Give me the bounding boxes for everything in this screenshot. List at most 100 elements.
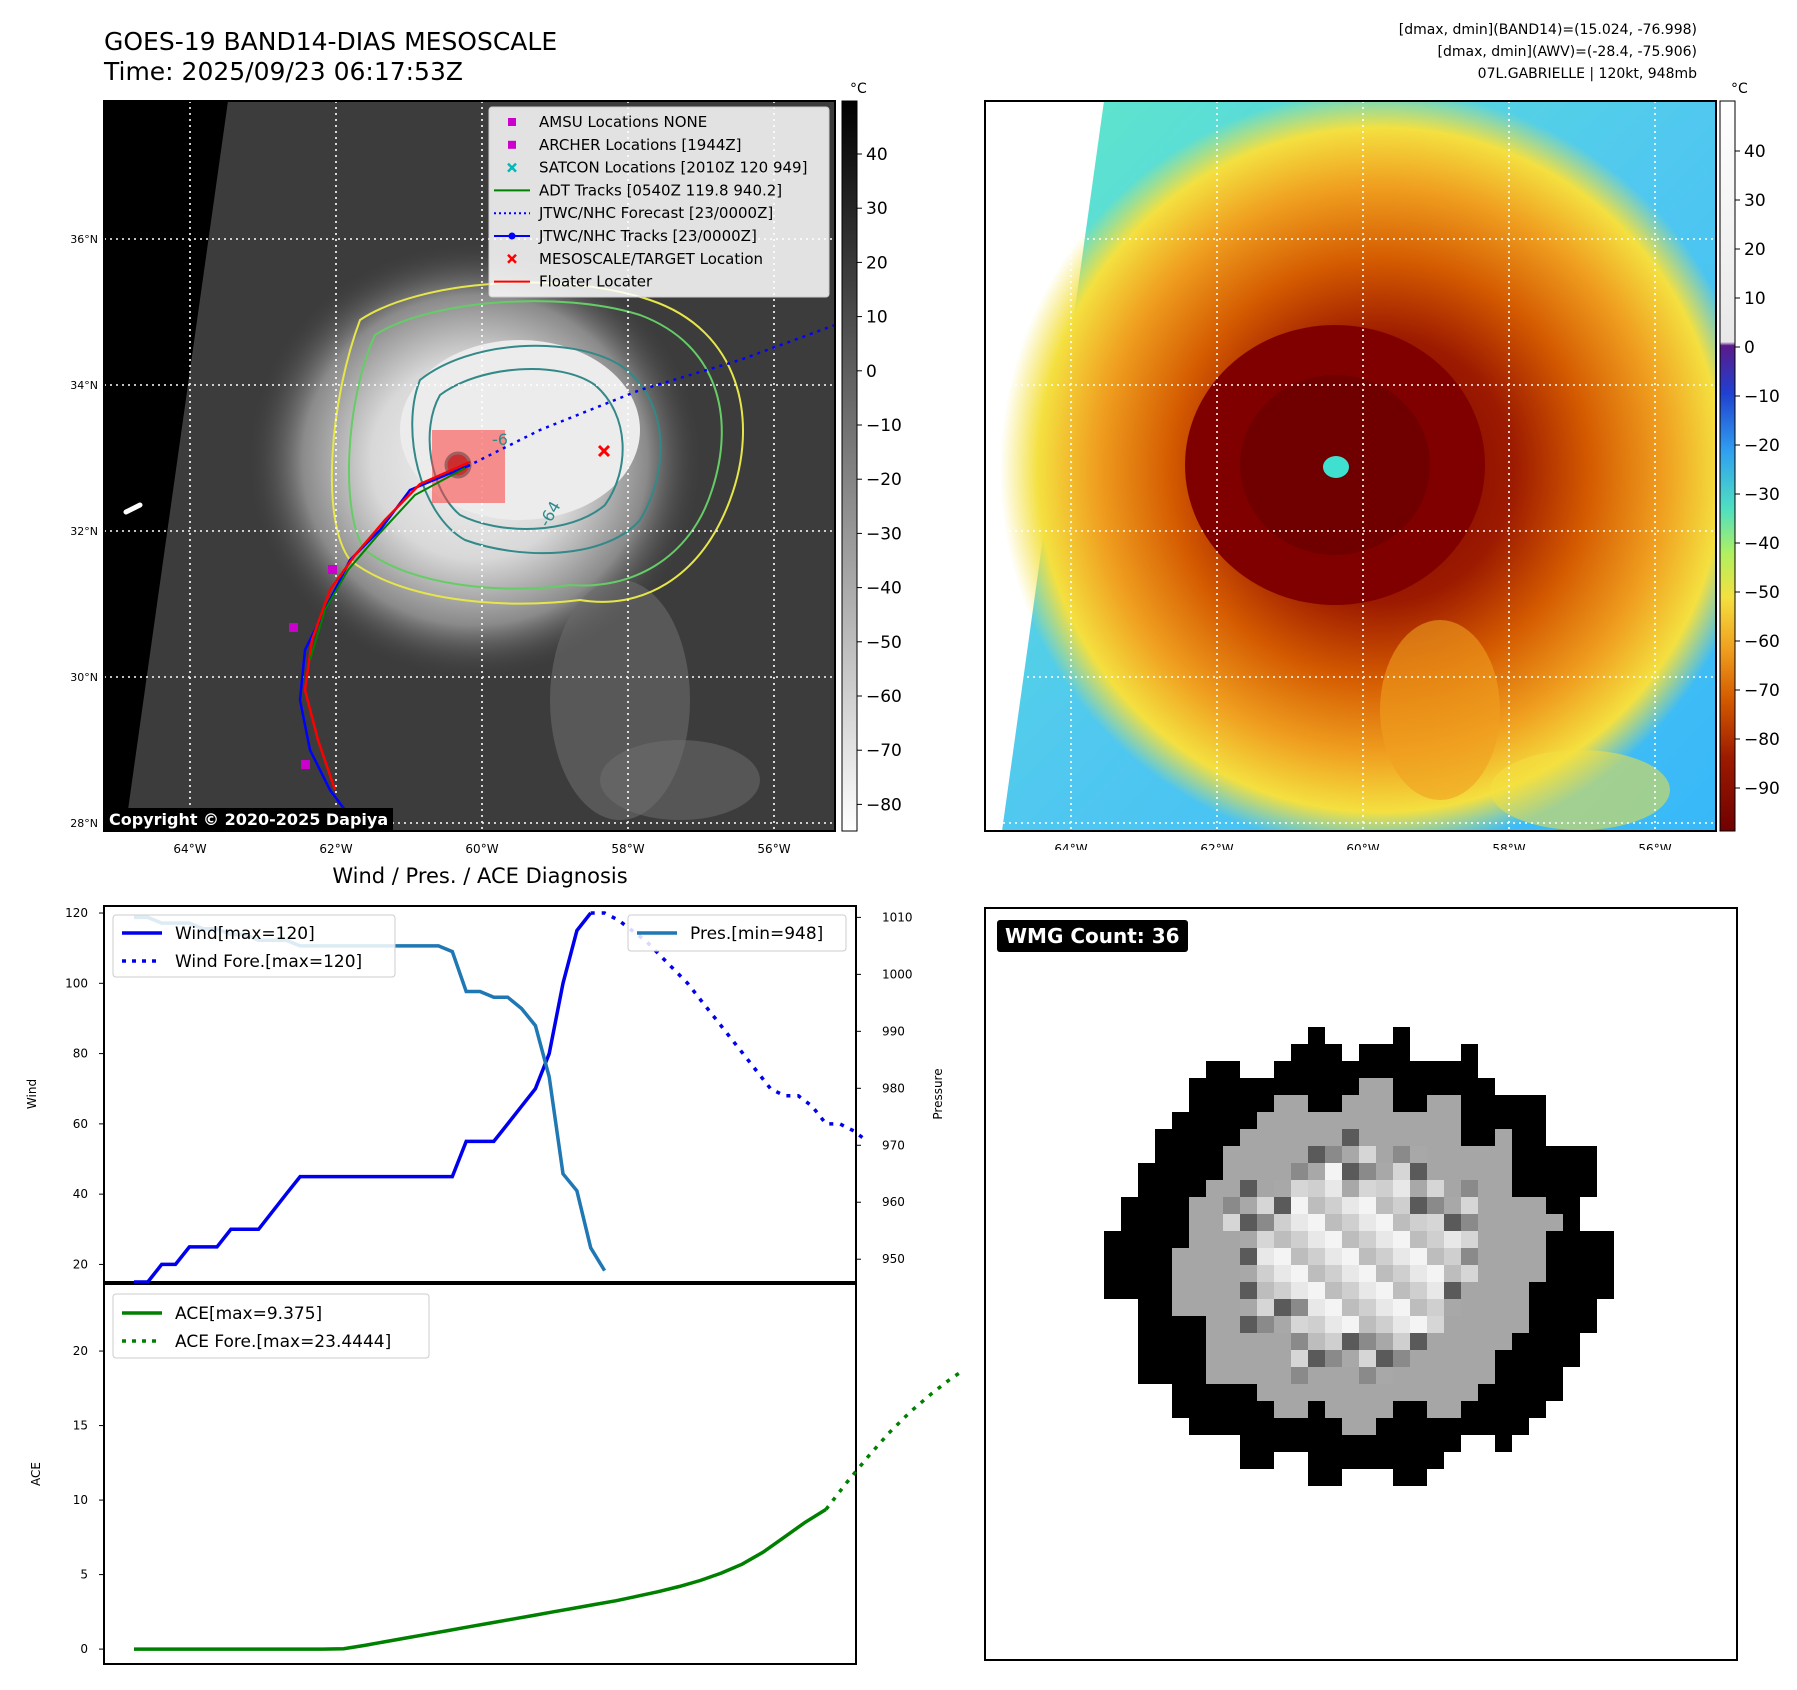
wmg-pixel bbox=[1240, 1333, 1257, 1350]
wmg-pixel bbox=[1274, 1163, 1291, 1180]
wmg-pixel bbox=[1155, 1214, 1172, 1231]
wmg-pixel bbox=[1223, 1333, 1240, 1350]
wmg-pixel bbox=[1461, 1146, 1478, 1163]
wmg-pixel bbox=[1342, 1350, 1359, 1367]
wmg-pixel bbox=[1461, 1044, 1478, 1061]
wmg-pixel bbox=[1427, 1146, 1444, 1163]
wmg-pixel bbox=[1359, 1435, 1376, 1452]
wmg-pixel bbox=[1240, 1282, 1257, 1299]
wmg-pixel bbox=[1359, 1452, 1376, 1469]
wmg-pixel bbox=[1427, 1231, 1444, 1248]
wmg-pixel bbox=[1223, 1418, 1240, 1435]
wmg-pixel bbox=[1291, 1265, 1308, 1282]
wmg-pixel bbox=[1410, 1078, 1427, 1095]
wmg-pixel bbox=[1223, 1248, 1240, 1265]
wmg-pixel bbox=[1359, 1163, 1376, 1180]
colorbar-tick-label: −50 bbox=[1744, 583, 1780, 603]
wmg-pixel bbox=[1189, 1265, 1206, 1282]
wmg-pixel bbox=[1155, 1248, 1172, 1265]
wmg-pixel bbox=[1223, 1231, 1240, 1248]
wmg-pixel bbox=[1546, 1214, 1563, 1231]
wmg-pixel bbox=[1376, 1299, 1393, 1316]
wmg-pixel bbox=[1172, 1350, 1189, 1367]
wmg-pixel bbox=[1427, 1265, 1444, 1282]
wmg-pixel bbox=[1580, 1146, 1597, 1163]
lat-tick-label: 30°N bbox=[70, 671, 98, 684]
wmg-pixel bbox=[1325, 1316, 1342, 1333]
wmg-pixel bbox=[1461, 1265, 1478, 1282]
wmg-pixel bbox=[1274, 1231, 1291, 1248]
wmg-pixel bbox=[1172, 1299, 1189, 1316]
wmg-pixel bbox=[1257, 1299, 1274, 1316]
wmg-pixel bbox=[1410, 1384, 1427, 1401]
wmg-pixel bbox=[1393, 1418, 1410, 1435]
wmg-pixel bbox=[1495, 1129, 1512, 1146]
wmg-pixel bbox=[1274, 1299, 1291, 1316]
wmg-pixel bbox=[1563, 1248, 1580, 1265]
stats-line-1: [dmax, dmin](BAND14)=(15.024, -76.998) bbox=[1398, 22, 1697, 38]
wmg-pixel bbox=[1308, 1146, 1325, 1163]
wmg-pixel bbox=[1410, 1146, 1427, 1163]
wmg-pixel bbox=[1495, 1180, 1512, 1197]
wmg-pixel bbox=[1580, 1163, 1597, 1180]
wmg-pixel bbox=[1121, 1214, 1138, 1231]
wmg-pixel bbox=[1359, 1384, 1376, 1401]
wmg-pixel bbox=[1325, 1146, 1342, 1163]
wmg-pixel bbox=[1342, 1112, 1359, 1129]
wmg-pixel bbox=[1308, 1401, 1325, 1418]
wmg-pixel bbox=[1155, 1129, 1172, 1146]
wmg-pixel bbox=[1461, 1163, 1478, 1180]
wmg-pixel bbox=[1308, 1316, 1325, 1333]
wmg-pixel bbox=[1342, 1146, 1359, 1163]
wmg-pixel bbox=[1563, 1316, 1580, 1333]
y2-tick-label: 990 bbox=[882, 1024, 905, 1038]
wmg-pixel bbox=[1308, 1044, 1325, 1061]
wmg-pixel bbox=[1444, 1401, 1461, 1418]
wmg-pixel bbox=[1291, 1316, 1308, 1333]
wmg-pixel bbox=[1342, 1265, 1359, 1282]
wmg-pixel bbox=[1274, 1435, 1291, 1452]
wmg-pixel bbox=[1257, 1248, 1274, 1265]
wmg-pixel bbox=[1121, 1282, 1138, 1299]
figure-time: Time: 2025/09/23 06:17:53Z bbox=[104, 57, 463, 86]
wmg-pixel bbox=[1393, 1027, 1410, 1044]
wmg-pixel bbox=[1393, 1401, 1410, 1418]
wmg-pixel bbox=[1257, 1214, 1274, 1231]
wmg-pixel bbox=[1274, 1265, 1291, 1282]
wmg-pixel bbox=[1478, 1112, 1495, 1129]
ace-legend: ACE[max=9.375] ACE Fore.[max=23.4444] bbox=[112, 1293, 430, 1359]
wmg-pixel bbox=[1529, 1282, 1546, 1299]
wmg-pixel bbox=[1223, 1078, 1240, 1095]
legend-label: JTWC/NHC Tracks [23/0000Z] bbox=[538, 227, 757, 245]
wmg-pixel bbox=[1495, 1435, 1512, 1452]
wmg-pixel bbox=[1410, 1265, 1427, 1282]
wmg-pixel bbox=[1512, 1163, 1529, 1180]
wmg-pixel bbox=[1291, 1061, 1308, 1078]
wmg-pixel bbox=[1461, 1095, 1478, 1112]
wmg-pixel bbox=[1512, 1418, 1529, 1435]
lat-tick-label: 32°N bbox=[70, 525, 98, 538]
wmg-pixel bbox=[1427, 1401, 1444, 1418]
wmg-pixel bbox=[1206, 1078, 1223, 1095]
wmg-pixel bbox=[1257, 1129, 1274, 1146]
wmg-pixel bbox=[1461, 1061, 1478, 1078]
wmg-pixel bbox=[1529, 1163, 1546, 1180]
wmg-pixel bbox=[1444, 1282, 1461, 1299]
wmg-pixel bbox=[1325, 1265, 1342, 1282]
wmg-pixel bbox=[1376, 1333, 1393, 1350]
wind-legend: Wind[max=120] Wind Fore.[max=120] bbox=[112, 914, 396, 978]
wmg-pixel bbox=[1342, 1333, 1359, 1350]
wmg-pixel bbox=[1393, 1214, 1410, 1231]
wmg-pixel bbox=[1257, 1095, 1274, 1112]
wmg-pixel bbox=[1393, 1452, 1410, 1469]
wmg-pixel bbox=[1461, 1282, 1478, 1299]
wmg-pixel bbox=[1172, 1384, 1189, 1401]
wmg-pixel bbox=[1172, 1265, 1189, 1282]
wmg-pixel bbox=[1410, 1248, 1427, 1265]
wmg-pixel bbox=[1342, 1231, 1359, 1248]
gray-colorbar: °C 40 30 20 10 0 −10 −20 −30 −40 −50 −60 −70 −80 bbox=[841, 81, 902, 832]
wmg-pixel bbox=[1495, 1333, 1512, 1350]
wmg-pixel bbox=[1512, 1367, 1529, 1384]
wmg-pixel bbox=[1529, 1367, 1546, 1384]
wmg-pixel bbox=[1444, 1248, 1461, 1265]
